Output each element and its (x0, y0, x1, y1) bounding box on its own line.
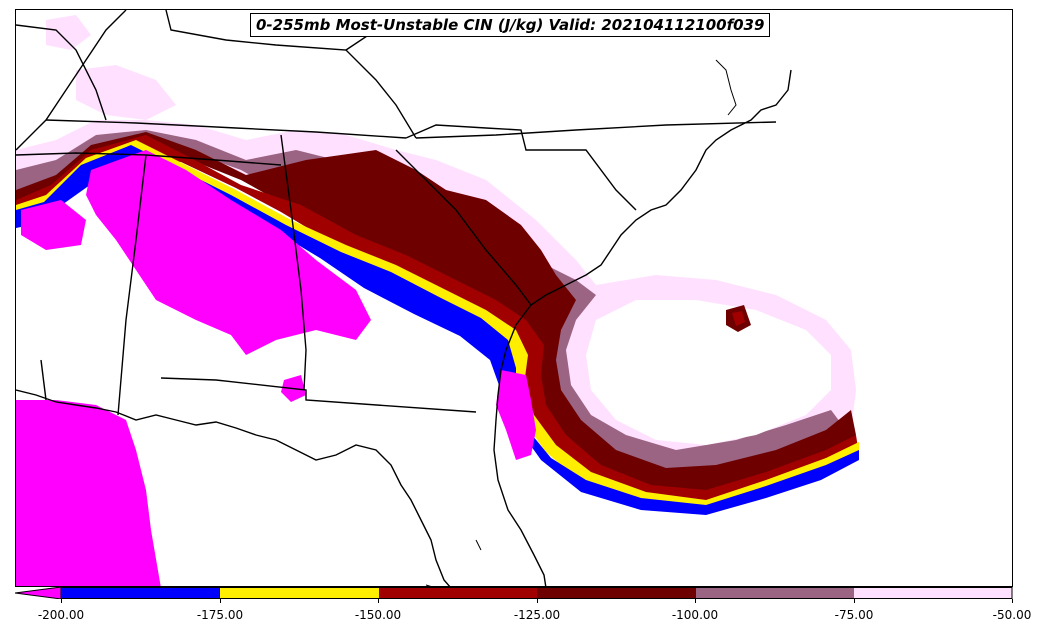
colorbar-segment-3 (379, 587, 537, 599)
colorbar-tick-label: -200.00 (37, 608, 85, 622)
state-line-ky (16, 10, 127, 151)
colorbar-segment-4 (537, 587, 696, 599)
state-line-la-ms (16, 24, 107, 121)
boundaries (16, 10, 792, 586)
cin-shading (16, 15, 859, 586)
colorbar-tick-label: -175.00 (196, 608, 244, 622)
cin-ne-blob2 (46, 15, 91, 50)
state-line-va (165, 10, 417, 139)
cin-map (16, 10, 859, 586)
colorbar-tick-mark (61, 599, 62, 603)
state-line-ga-fl (160, 377, 477, 413)
cin-band-magenta-small (21, 200, 86, 250)
state-line-tn-north (45, 119, 407, 139)
atlantic-coastline (493, 69, 792, 586)
colorbar-extend-min (15, 587, 62, 599)
colorbar-tick-mark (220, 599, 221, 603)
gulf-coastline (16, 389, 451, 586)
colorbar-tick-mark (695, 599, 696, 603)
state-line-ms-al (117, 154, 147, 416)
colorbar-tick-mark (1012, 599, 1013, 603)
colorbar-tick-label: -125.00 (513, 608, 561, 622)
cin-ne-blob (76, 65, 176, 120)
colorbar-outline (60, 587, 1013, 599)
cin-band-magenta-coast (496, 370, 536, 460)
colorbar (15, 587, 1013, 599)
colorbar-tick-mark (537, 599, 538, 603)
state-line-la-west (40, 359, 47, 401)
florida-island (475, 539, 482, 551)
state-line-ga-sc (395, 149, 532, 306)
colorbar-tick-label: -150.00 (354, 608, 402, 622)
cin-band-magenta-sw (16, 400, 161, 586)
colorbar-segment-6 (854, 587, 1012, 599)
map-panel (15, 9, 1013, 587)
colorbar-tick-mark (378, 599, 379, 603)
map-title: 0-255mb Most-Unstable CIN (J/kg) Valid: … (250, 13, 771, 37)
colorbar-segment-5 (696, 587, 854, 599)
cin-ocean-interior (586, 300, 831, 445)
bahamas-island (425, 584, 432, 586)
cin-ocean-spot-red (732, 311, 745, 326)
state-line-al-ga (280, 134, 307, 391)
colorbar-tick-mark (854, 599, 855, 603)
colorbar-segment-1 (61, 587, 220, 599)
colorbar-tick-label: -75.00 (834, 608, 874, 622)
colorbar-segment-2 (220, 587, 379, 599)
colorbar-tick-label: -50.00 (992, 608, 1032, 622)
colorbar-tick-label: -100.00 (671, 608, 719, 622)
cin-band-magenta-west (86, 150, 371, 355)
chesapeake-bay (715, 59, 737, 116)
state-line-nc-va (415, 121, 777, 139)
state-line-nc-sc (405, 124, 637, 211)
